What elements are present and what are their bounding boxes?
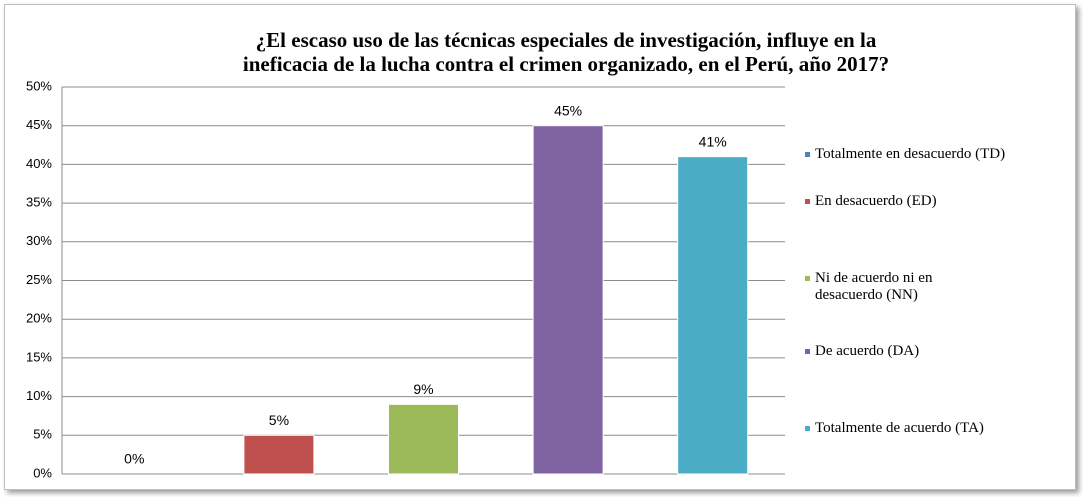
legend-swatch (805, 426, 810, 431)
y-tick-label: 35% (26, 195, 52, 210)
legend-item: Totalmente de acuerdo (TA) (805, 420, 1055, 437)
legend-label: De acuerdo (DA) (815, 343, 920, 359)
bar (677, 156, 749, 475)
y-tick-label: 20% (26, 311, 52, 326)
legend-label: Ni de acuerdo ni en desacuerdo (NN) (815, 270, 933, 303)
legend-label: En desacuerdo (ED) (815, 193, 937, 209)
y-tick-label: 50% (26, 78, 52, 93)
legend-item: De acuerdo (DA) (805, 343, 1055, 360)
y-tick-label: 30% (26, 233, 52, 248)
legend-swatch (805, 152, 810, 157)
y-tick-label: 10% (26, 388, 52, 403)
legend-swatch (805, 199, 810, 204)
legend-item: Ni de acuerdo ni en desacuerdo (NN) (805, 270, 1055, 304)
bar (243, 434, 315, 475)
data-label: 0% (124, 451, 144, 467)
data-label: 5% (269, 412, 289, 428)
chart-title: ¿El escaso uso de las técnicas especiale… (256, 28, 877, 52)
y-tick-label: 40% (26, 156, 52, 171)
bar (388, 403, 459, 475)
y-tick-label: 0% (33, 465, 52, 480)
data-label: 9% (413, 381, 433, 397)
y-tick-label: 5% (33, 427, 52, 442)
legend-item: En desacuerdo (ED) (805, 193, 1055, 210)
legend-item: Totalmente en desacuerdo (TD) (805, 146, 1055, 163)
legend-swatch (805, 276, 810, 281)
y-tick-label: 25% (26, 272, 52, 287)
y-tick-label: 45% (26, 117, 52, 132)
legend-label: Totalmente de acuerdo (TA) (815, 420, 984, 436)
bar (532, 125, 604, 475)
legend-label: Totalmente en desacuerdo (TD) (815, 146, 1006, 162)
y-tick-label: 15% (26, 349, 52, 364)
legend-swatch (805, 349, 810, 354)
data-label: 41% (699, 133, 727, 149)
data-label: 45% (554, 102, 582, 118)
chart-title: ineficacia de la lucha contra el crimen … (243, 52, 889, 76)
